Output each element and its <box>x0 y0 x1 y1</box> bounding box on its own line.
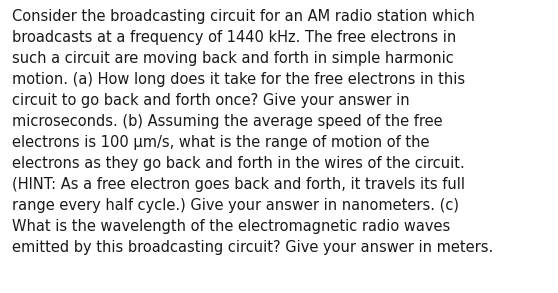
Text: Consider the broadcasting circuit for an AM radio station which
broadcasts at a : Consider the broadcasting circuit for an… <box>12 9 493 255</box>
